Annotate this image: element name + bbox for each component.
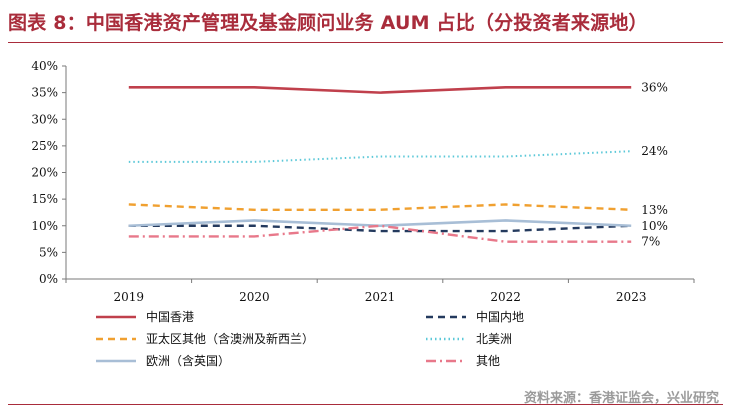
- y-tick-label: 20%: [31, 166, 58, 180]
- y-tick-label: 0%: [39, 272, 58, 286]
- x-tick-label: 2020: [239, 290, 270, 304]
- legend-label-3: 北美洲: [476, 332, 512, 346]
- legend-label-5: 其他: [476, 354, 500, 368]
- series-line-4: [128, 219, 632, 228]
- x-tick-label: 2022: [490, 290, 521, 304]
- y-tick-label: 40%: [31, 59, 58, 73]
- series-line-2: [128, 203, 632, 211]
- y-tick-label: 10%: [31, 219, 58, 233]
- source-note: 资料来源：香港证监会，兴业研究: [523, 391, 719, 406]
- y-tick-label: 35%: [31, 86, 58, 100]
- legend-label-2: 亚太区其他（含澳洲及新西兰）: [146, 331, 314, 346]
- title-divider: [8, 42, 723, 43]
- end-label-3: 24%: [641, 144, 668, 158]
- legend-label-0: 中国香港: [146, 309, 194, 324]
- y-tick-label: 5%: [39, 245, 58, 259]
- end-label-4: 10%: [641, 219, 668, 233]
- series-line-5: [128, 224, 632, 243]
- bottom-divider: [8, 404, 723, 405]
- end-label-5: 7%: [641, 235, 660, 249]
- series-line-0: [128, 86, 632, 94]
- y-tick-label: 30%: [31, 112, 58, 126]
- end-label-2: 13%: [641, 203, 668, 217]
- legend-label-4: 欧洲（含英国）: [146, 353, 230, 368]
- x-tick-label: 2023: [616, 290, 647, 304]
- page-title: 图表 8：中国香港资产管理及基金顾问业务 AUM 占比（分投资者来源地）: [8, 12, 648, 34]
- end-label-0: 36%: [641, 80, 668, 94]
- legend-label-1: 中国内地: [476, 309, 524, 324]
- series-line-3: [128, 150, 632, 163]
- axes: 0% 5% 10% 15% 20% 25% 30% 35% 40% 2019 2020 2021 202…: [31, 59, 695, 304]
- y-tick-label: 25%: [31, 139, 58, 153]
- end-labels: 36% 24% 13% 10% 7%: [641, 80, 668, 248]
- series-lines: [128, 86, 632, 243]
- x-tick-label: 2021: [365, 290, 396, 304]
- x-tick-label: 2019: [114, 290, 145, 304]
- y-tick-label: 15%: [31, 192, 58, 206]
